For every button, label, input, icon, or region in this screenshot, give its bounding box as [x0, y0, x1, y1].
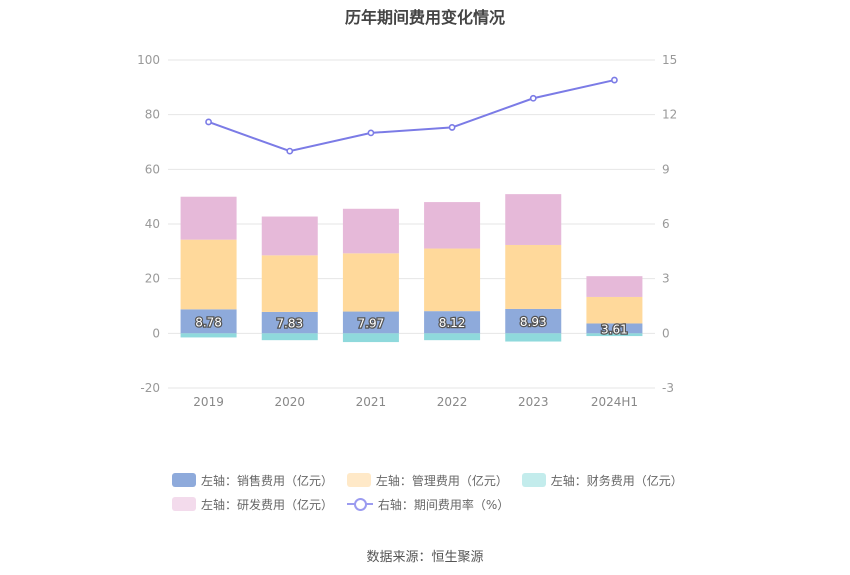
legend-label-sales: 左轴：销售费用（亿元）: [201, 473, 334, 488]
line-point: [367, 129, 375, 137]
bar-admin: [505, 244, 562, 309]
bar-sales: [424, 311, 481, 334]
bar-admin: [586, 296, 643, 324]
bar-admin: [180, 239, 237, 310]
y-left-tick-label: 20: [145, 272, 160, 286]
x-tick-label: 2021: [356, 395, 387, 409]
bar-sales: [261, 311, 318, 334]
bar-finance: [342, 333, 399, 343]
legend-item-sales[interactable]: 左轴：销售费用（亿元）: [172, 472, 333, 488]
legend-label-rate: 右轴：期间费用率（%）: [377, 497, 510, 512]
y-right-tick-label: 3: [662, 272, 670, 286]
line-point: [611, 76, 618, 84]
bar-rnd: [180, 196, 237, 240]
bar-sales: [342, 311, 399, 334]
legend-label-rnd: 左轴：研发费用（亿元）: [201, 497, 334, 512]
legend-line-icon: [346, 497, 373, 511]
data-label-sales: 7.97: [358, 316, 385, 330]
chart-title: 历年期间费用变化情况: [344, 8, 505, 27]
bar-admin: [342, 253, 399, 312]
y-left-tick-label: 40: [145, 217, 160, 231]
source-note: 数据来源：恒生聚源: [366, 550, 484, 565]
legend-swatch-admin: [346, 473, 371, 487]
legend-item-admin[interactable]: 左轴：管理费用（亿元）: [346, 472, 508, 488]
bar-admin: [424, 248, 481, 312]
bar-finance: [586, 333, 643, 337]
legend-label-finance: 左轴：财务费用（亿元）: [550, 473, 683, 488]
y-left-tick-label: 0: [152, 326, 160, 340]
data-label-sales: 8.78: [195, 315, 222, 329]
data-label-sales: 8.12: [439, 316, 466, 330]
legend-item-rate[interactable]: 右轴：期间费用率（%）: [346, 496, 510, 512]
bar-sales: [180, 309, 237, 334]
y-right-tick-label: 6: [662, 217, 670, 231]
y-left-tick-label: 80: [145, 108, 160, 122]
line-point: [448, 124, 456, 131]
y-right-tick-label: 12: [662, 108, 677, 122]
y-left-tick-label: 100: [137, 53, 160, 67]
legend-label-admin: 左轴：管理费用（亿元）: [375, 473, 508, 488]
bar-rnd: [261, 216, 318, 256]
x-tick-label: 2024H1: [591, 395, 638, 409]
y-left-tick-label: 60: [145, 162, 160, 176]
bar-finance: [261, 333, 318, 341]
data-label-sales: 8.93: [520, 315, 547, 329]
bar-rnd: [424, 202, 481, 249]
y-right-tick-label: 0: [662, 326, 670, 340]
data-label-sales: 7.83: [276, 317, 303, 331]
bar-admin: [261, 255, 318, 312]
legend-item-rnd[interactable]: 左轴：研发费用（亿元）: [172, 496, 333, 512]
bar-sales: [586, 323, 643, 334]
legend: 左轴：销售费用（亿元） 左轴：管理费用（亿元） 左轴：财务费用（亿元） 左轴：研…: [172, 472, 732, 520]
y-left-tick-label: -20: [140, 381, 160, 395]
legend-swatch-rnd: [172, 497, 196, 511]
legend-swatch-sales: [172, 473, 196, 487]
y-right-tick-label: 9: [662, 162, 670, 176]
x-tick-label: 2020: [274, 395, 305, 409]
line-point: [529, 94, 537, 102]
line-point: [286, 147, 294, 155]
bar-rnd: [342, 208, 399, 254]
bar-finance: [424, 333, 481, 341]
bar-rnd: [586, 276, 643, 297]
y-right-tick-label: -3: [662, 381, 674, 395]
bar-finance: [180, 333, 237, 338]
line-point: [205, 118, 212, 126]
bar-finance: [505, 333, 562, 342]
legend-item-finance[interactable]: 左轴：财务费用（亿元）: [521, 472, 683, 488]
x-tick-label: 2019: [193, 395, 224, 409]
legend-swatch-finance: [521, 473, 546, 487]
x-tick-label: 2023: [518, 395, 549, 409]
x-tick-label: 2022: [437, 395, 468, 409]
bar-sales: [505, 308, 562, 334]
data-label-sales: 3.61: [601, 322, 628, 336]
bar-rnd: [505, 194, 562, 245]
line-expense-rate: [208, 79, 615, 153]
y-right-tick-label: 15: [662, 53, 677, 67]
